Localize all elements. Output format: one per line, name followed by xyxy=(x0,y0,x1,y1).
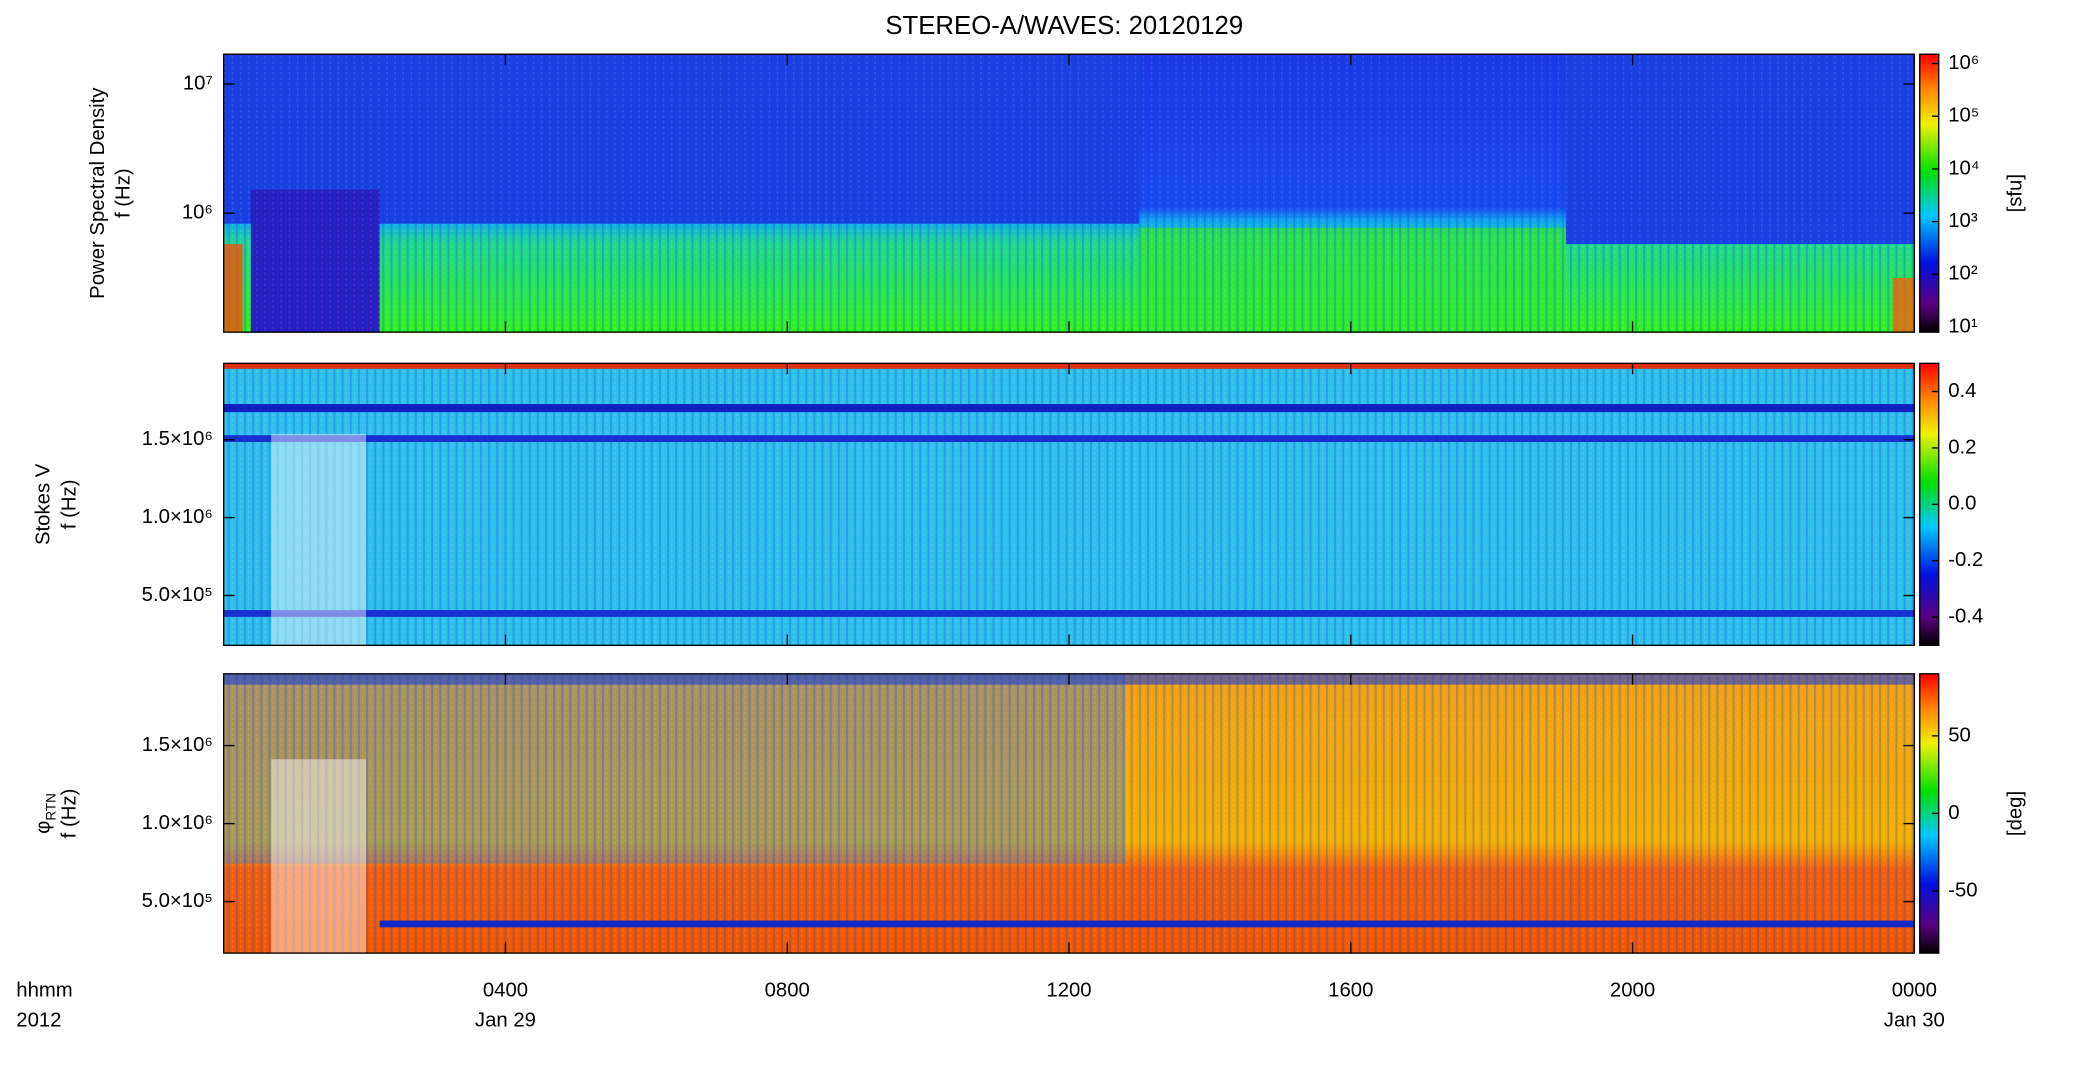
x-tick-label: 0000 xyxy=(1892,979,1937,1001)
spectrogram-band xyxy=(223,610,1915,617)
x-axis-label: hhmm xyxy=(16,979,72,1001)
x-tick-label: 0800 xyxy=(765,979,810,1001)
spectrogram-band xyxy=(379,920,1915,928)
x-tick-label: 0400 xyxy=(483,979,528,1001)
date-label: Jan 29 xyxy=(475,1009,536,1031)
x-tick-label: 1600 xyxy=(1328,979,1373,1001)
y-axis-label-text: φ xyxy=(33,821,55,834)
colorbar-tick-label: 10² xyxy=(1948,263,1978,285)
colorbar-tick-label: -0.2 xyxy=(1948,549,1983,571)
y-tick-label: 10⁷ xyxy=(183,72,213,94)
colorbar-label: [sfu] xyxy=(2004,174,2026,212)
y-axis-label-text: f (Hz) xyxy=(59,789,81,839)
y-axis-label: Stokes V xyxy=(33,463,55,545)
date-label: Jan 30 xyxy=(1884,1009,1945,1031)
chart-title: STEREO-A/WAVES: 20120129 xyxy=(885,12,1243,40)
colorbar-label: [deg] xyxy=(2004,791,2026,836)
x-axis-label: 2012 xyxy=(16,1009,61,1031)
spectrogram-texture xyxy=(223,673,1915,954)
y-axis-label-text: f (Hz) xyxy=(59,479,81,529)
colorbar-tick-label: 10⁶ xyxy=(1948,52,1979,74)
colorbar-tick-label: 0 xyxy=(1948,802,1959,824)
spectrogram-band xyxy=(223,404,1915,413)
burst xyxy=(1892,277,1915,333)
colorbar-tick-label: 0.4 xyxy=(1948,380,1976,402)
x-tick-label: 1200 xyxy=(1046,979,1091,1001)
colorbar-tick-label: 10¹ xyxy=(1948,315,1978,337)
spectrogram-gap xyxy=(271,759,367,954)
spectrogram-gap xyxy=(271,433,367,646)
y-axis-label-text: Stokes V xyxy=(33,463,55,545)
spectrogram-texture xyxy=(223,54,1915,333)
colorbar-tick-label: 10³ xyxy=(1948,210,1978,232)
colorbar-tick-label: 10⁵ xyxy=(1948,105,1979,127)
colorbar-tick-label: 10⁴ xyxy=(1948,157,1979,179)
y-axis-label: f (Hz) xyxy=(59,789,81,839)
y-tick-label: 1.0×10⁶ xyxy=(142,506,213,528)
colorbar-tick-label: -50 xyxy=(1948,879,1977,901)
y-axis-label-text: Power Spectral Density xyxy=(87,87,109,299)
y-axis-label-subscript: RTN xyxy=(44,793,59,821)
y-axis-label: f (Hz) xyxy=(113,168,135,218)
spectrogram-band xyxy=(223,435,1915,442)
y-axis-label: f (Hz) xyxy=(59,479,81,529)
x-tick-label: 2000 xyxy=(1610,979,1655,1001)
burst xyxy=(223,244,243,333)
y-tick-label: 5.0×10⁵ xyxy=(142,890,213,912)
y-tick-label: 10⁶ xyxy=(182,202,213,224)
y-tick-label: 1.5×10⁶ xyxy=(142,734,213,756)
y-tick-label: 1.5×10⁶ xyxy=(142,428,213,450)
y-axis-label-text: f (Hz) xyxy=(113,168,135,218)
y-axis-label: φRTN xyxy=(33,793,59,834)
y-tick-label: 5.0×10⁵ xyxy=(142,584,213,606)
y-tick-label: 1.0×10⁶ xyxy=(142,812,213,834)
colorbar-tick-label: 50 xyxy=(1948,724,1971,746)
colorbar xyxy=(1919,53,1940,333)
colorbar-tick-label: 0.2 xyxy=(1948,436,1976,458)
y-axis-label: Power Spectral Density xyxy=(87,87,109,299)
colorbar-tick-label: 0.0 xyxy=(1948,493,1976,515)
colorbar-tick-label: -0.4 xyxy=(1948,606,1983,628)
